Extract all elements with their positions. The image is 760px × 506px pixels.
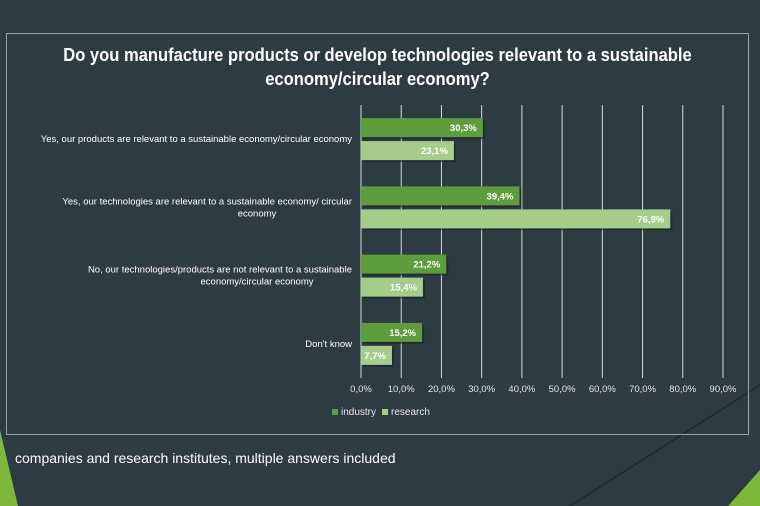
bar-industry — [361, 186, 520, 206]
green-triangle-left — [0, 430, 18, 506]
bar-research — [361, 141, 454, 161]
legend-swatch — [332, 409, 338, 415]
data-label: 39,4% — [487, 191, 514, 202]
x-tick-label: 20,0% — [428, 384, 455, 395]
x-tick-label: 40,0% — [508, 384, 535, 395]
data-label: 23,1% — [421, 146, 448, 157]
chart-frame — [6, 33, 749, 435]
bar-research — [361, 209, 671, 229]
legend-swatch — [382, 409, 389, 415]
diagonal-line — [569, 384, 760, 506]
category-label: Yes, our technologies are relevant to a … — [62, 196, 352, 219]
legend-label: research — [391, 407, 430, 418]
legend-item-research: research — [382, 407, 430, 418]
data-label: 76,9% — [637, 214, 664, 225]
x-tick-label: 70,0% — [629, 384, 656, 395]
bar-industry — [361, 118, 483, 138]
bar-industry — [361, 254, 447, 274]
category-label: No, our technologies/products are not re… — [88, 265, 352, 288]
x-tick-label: 60,0% — [589, 384, 616, 395]
data-label: 30,3% — [450, 123, 477, 134]
chart-title: Do you manufacture products or develop t… — [63, 45, 692, 89]
legend-item-industry: industry — [332, 407, 376, 418]
bar-research — [361, 277, 423, 297]
data-label: 7,7% — [364, 351, 386, 362]
x-tick-label: 80,0% — [669, 384, 696, 395]
x-tick-label: 30,0% — [468, 384, 495, 395]
category-label: Yes, our products are relevant to a sust… — [41, 134, 352, 145]
data-label: 21,2% — [413, 260, 440, 271]
x-tick-label: 90,0% — [710, 384, 737, 395]
legend: industry research — [332, 407, 430, 418]
category-label: Don't know — [305, 339, 352, 350]
bar-industry — [361, 322, 423, 342]
data-label: 15,4% — [390, 283, 417, 294]
x-tick-label: 50,0% — [549, 384, 576, 395]
x-tick-label: 10,0% — [388, 384, 415, 395]
data-label: 15,2% — [389, 328, 416, 339]
green-triangle-right — [728, 470, 760, 506]
x-tick-label: 0,0% — [350, 384, 372, 395]
bar-research — [361, 345, 392, 365]
legend-label: industry — [341, 407, 377, 418]
footnote: companies and research institutes, multi… — [15, 450, 396, 466]
